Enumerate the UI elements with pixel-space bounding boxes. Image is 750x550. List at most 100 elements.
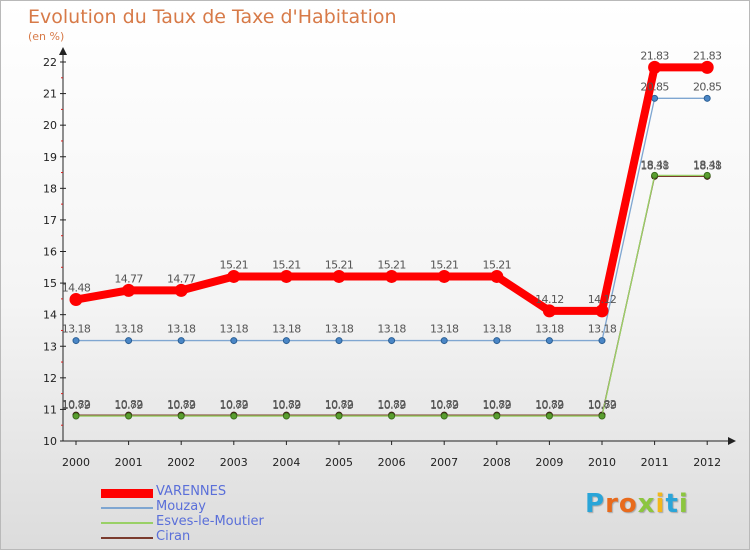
- logo-letter: P: [585, 489, 606, 519]
- data-label-varennes: 14.48: [62, 282, 91, 295]
- series-point-esves-le-moutier: [651, 171, 659, 179]
- data-label-varennes: 15.21: [430, 258, 459, 271]
- data-label-varennes: 15.21: [483, 258, 512, 271]
- data-label-mouzay: 13.18: [535, 323, 564, 336]
- data-label-esves-le-moutier: 10.79: [325, 399, 354, 412]
- series-point-esves-le-moutier: [493, 412, 501, 420]
- chart-title: Evolution du Taux de Taxe d'Habitation: [28, 6, 397, 28]
- legend-label: Ciran: [156, 529, 191, 544]
- data-label-ciran: 18.38: [640, 159, 669, 172]
- y-axis-arrow: [59, 47, 67, 55]
- data-label-esves-le-moutier: 10.79: [114, 399, 143, 412]
- series-point-esves-le-moutier: [545, 412, 553, 420]
- data-label-mouzay: 13.18: [325, 323, 354, 336]
- series-point-mouzay: [282, 337, 290, 345]
- data-label-ciran: 10.82: [167, 398, 196, 411]
- data-label-esves-le-moutier: 10.79: [272, 399, 301, 412]
- series-point-varennes: [122, 283, 136, 297]
- series-point-mouzay: [388, 337, 396, 345]
- x-tick-label: 2009: [535, 456, 563, 469]
- logo-letter: i: [655, 489, 666, 519]
- data-label-ciran: 10.82: [430, 398, 459, 411]
- logo-letter: x: [637, 489, 656, 519]
- data-label-ciran: 10.82: [114, 398, 143, 411]
- chart-subtitle: (en %): [28, 30, 65, 43]
- series-point-esves-le-moutier: [440, 412, 448, 420]
- y-tick-label: 13: [43, 340, 57, 353]
- series-point-varennes: [542, 304, 556, 318]
- y-tick-label: 20: [43, 119, 57, 132]
- series-point-varennes: [648, 60, 662, 74]
- data-label-mouzay: 13.18: [377, 323, 406, 336]
- legend-swatch: [101, 488, 153, 498]
- data-label-esves-le-moutier: 10.79: [220, 399, 249, 412]
- data-label-ciran: 10.82: [588, 398, 617, 411]
- series-point-varennes: [332, 269, 346, 283]
- data-label-ciran: 10.82: [220, 398, 249, 411]
- proxiti-logo: Proxiti: [585, 489, 689, 519]
- series-point-esves-le-moutier: [388, 412, 396, 420]
- x-tick-label: 2010: [588, 456, 616, 469]
- data-label-mouzay: 13.18: [62, 323, 91, 336]
- data-label-esves-le-moutier: 10.79: [62, 399, 91, 412]
- data-label-varennes: 14.77: [114, 272, 143, 285]
- legend-swatch: [101, 522, 153, 524]
- series-point-esves-le-moutier: [177, 412, 185, 420]
- series-point-mouzay: [545, 337, 553, 345]
- series-point-esves-le-moutier: [703, 171, 711, 179]
- x-axis-arrow: [728, 437, 736, 445]
- legend-label: VARENNES: [156, 484, 227, 499]
- data-label-mouzay: 13.18: [167, 323, 196, 336]
- series-point-mouzay: [72, 337, 80, 345]
- series-point-esves-le-moutier: [125, 412, 133, 420]
- x-tick-label: 2006: [378, 456, 406, 469]
- series-point-esves-le-moutier: [230, 412, 238, 420]
- y-tick-label: 17: [43, 214, 57, 227]
- legend-label: Esves-le-Moutier: [156, 514, 264, 529]
- x-tick-label: 2008: [483, 456, 511, 469]
- y-tick-label: 15: [43, 277, 57, 290]
- series-point-mouzay: [335, 337, 343, 345]
- series-point-mouzay: [651, 94, 659, 102]
- x-tick-label: 2007: [430, 456, 458, 469]
- data-label-mouzay: 13.18: [220, 323, 249, 336]
- data-label-varennes: 21.83: [693, 49, 722, 62]
- series-point-varennes: [490, 269, 504, 283]
- series-point-esves-le-moutier: [72, 412, 80, 420]
- data-label-mouzay: 20.85: [640, 80, 669, 93]
- data-label-ciran: 10.82: [325, 398, 354, 411]
- data-label-esves-le-moutier: 10.79: [588, 399, 617, 412]
- data-label-varennes: 15.21: [377, 258, 406, 271]
- logo-letter: o: [618, 489, 638, 519]
- data-label-mouzay: 13.18: [588, 323, 617, 336]
- data-label-ciran: 10.82: [62, 398, 91, 411]
- series-point-mouzay: [440, 337, 448, 345]
- data-label-esves-le-moutier: 10.79: [483, 399, 512, 412]
- data-label-esves-le-moutier: 10.79: [535, 399, 564, 412]
- legend-label: Mouzay: [156, 499, 206, 514]
- logo-letter: r: [605, 489, 619, 519]
- series-point-mouzay: [125, 337, 133, 345]
- data-label-mouzay: 13.18: [430, 323, 459, 336]
- series-point-varennes: [279, 269, 293, 283]
- data-label-mouzay: 13.18: [483, 323, 512, 336]
- y-tick-label: 19: [43, 151, 57, 164]
- series-point-esves-le-moutier: [282, 412, 290, 420]
- y-tick-label: 10: [43, 435, 57, 448]
- series-point-varennes: [385, 269, 399, 283]
- x-tick-label: 2001: [115, 456, 143, 469]
- series-point-varennes: [595, 304, 609, 318]
- y-tick-label: 11: [43, 403, 57, 416]
- logo-letter: i: [678, 489, 689, 519]
- y-tick-label: 12: [43, 372, 57, 385]
- logo-letter: t: [665, 489, 679, 519]
- x-tick-label: 2011: [641, 456, 669, 469]
- series-point-mouzay: [177, 337, 185, 345]
- data-label-mouzay: 13.18: [272, 323, 301, 336]
- data-label-varennes: 14.77: [167, 272, 196, 285]
- legend-swatch: [101, 537, 153, 539]
- series-point-mouzay: [493, 337, 501, 345]
- data-label-varennes: 21.83: [640, 49, 669, 62]
- data-label-ciran: 10.82: [377, 398, 406, 411]
